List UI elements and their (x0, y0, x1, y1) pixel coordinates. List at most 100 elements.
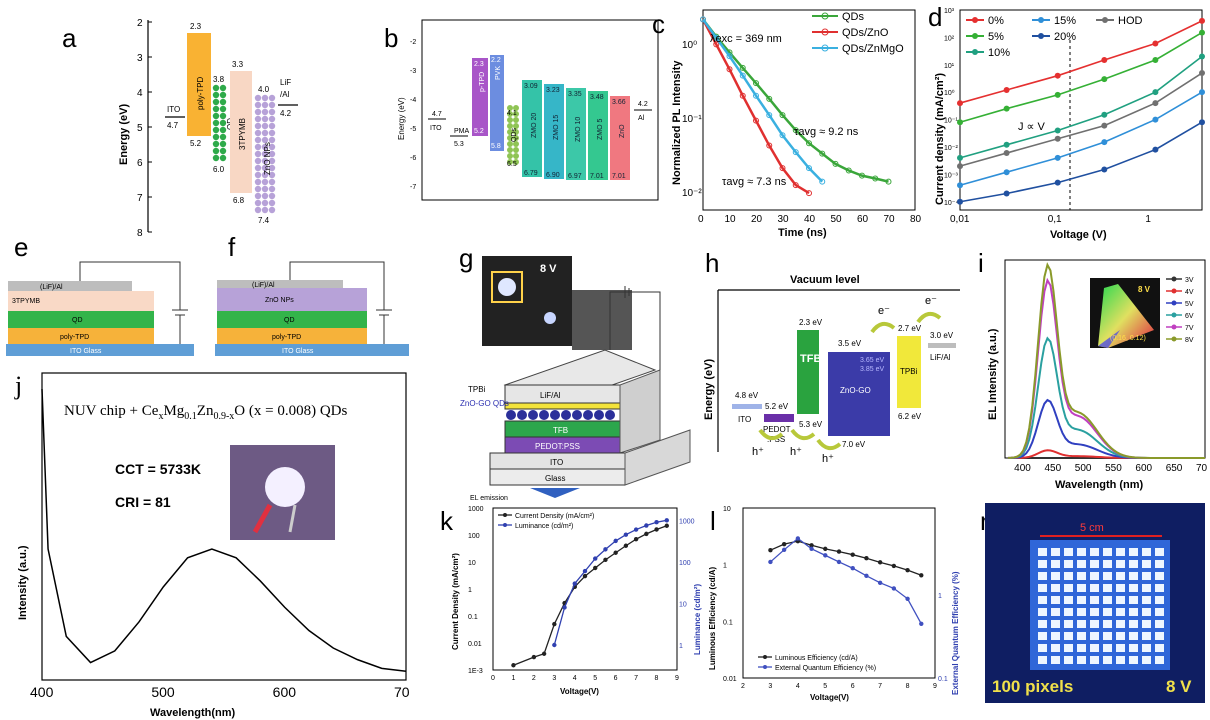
h-ylabel: Energy (eV) (703, 359, 715, 420)
k-data-point (644, 531, 649, 537)
k-data-point (633, 527, 639, 532)
k-xtick: 0 (491, 675, 495, 682)
i-xtick: 550 (1105, 463, 1122, 474)
display-pixel (1103, 584, 1112, 592)
polytpd-layer (8, 328, 154, 344)
panel-h-letter: h (705, 248, 719, 278)
panel-c-ylabel: Normalized PL Intensity (671, 60, 683, 185)
display-pixel (1090, 584, 1099, 592)
c-data-point (753, 80, 759, 87)
panel-l-frame (742, 507, 936, 679)
photo-voltage: 8 V (540, 263, 557, 275)
i-legend-marker (1171, 324, 1177, 330)
d-legend-marker (1038, 17, 1044, 23)
display-pixel (1051, 584, 1060, 592)
k-data-point (613, 538, 618, 544)
cie-coordinate: (0.16, 0.12) (1110, 335, 1146, 342)
c-data-point (792, 149, 799, 156)
tick: -3 (410, 68, 416, 75)
level-value: 3.65 eV (860, 357, 884, 364)
display-pixel (1155, 656, 1164, 664)
tick: 5 (137, 123, 143, 134)
display-pixel (1103, 620, 1112, 628)
display-pixel (1090, 596, 1099, 604)
layer-label: PMA (454, 128, 470, 135)
panel-k: k Current Density (mA/cm²) Luminance (cd… (440, 506, 702, 696)
d-series-line (959, 72, 1203, 167)
display-pixel (1077, 584, 1086, 592)
panel-d: d Current density (mA/cm²) Voltage (V) 1… (928, 2, 1205, 241)
layer-label: 3TPYMB (238, 118, 247, 150)
l-legend-marker (763, 665, 767, 669)
d-series-line (959, 121, 1203, 203)
display-pixel (1064, 608, 1073, 616)
ito-layer (215, 344, 409, 356)
display-pixel (1103, 644, 1112, 652)
hole-arrow (758, 428, 784, 441)
k-legend-marker (503, 513, 507, 517)
layer-label: LiF (280, 78, 291, 87)
level-value: 3.48 (590, 94, 604, 101)
display-pixel (1064, 596, 1073, 604)
electron-label: e⁻ (878, 305, 890, 317)
panel-i-letter: i (978, 248, 984, 278)
layer-label: ZMO 5 (597, 119, 604, 140)
display-pixel (1077, 644, 1086, 652)
layer-label: ZnO-GO QDs (460, 399, 509, 408)
l-xtick: 7 (878, 683, 882, 690)
level-value: 5.3 eV (799, 420, 823, 429)
qd-dots (212, 84, 227, 162)
level-value: 5.2 eV (765, 402, 789, 411)
l-legend-label: Luminous Efficiency (cd/A) (775, 655, 858, 662)
level-value: 7.4 (258, 216, 270, 225)
l-data-point (850, 566, 855, 571)
c-data-point (872, 175, 879, 182)
layer-label: p-TPD (479, 72, 486, 92)
display-pixel (1064, 560, 1073, 568)
d-data-point (1152, 146, 1159, 153)
panel-f-letter: f (228, 232, 236, 262)
i-xtick: 500 (1075, 463, 1092, 474)
display-pixel (1051, 656, 1060, 664)
qd-dots (507, 105, 519, 165)
l-data-point (891, 563, 897, 569)
panel-k-frame (492, 507, 678, 671)
l-data-point (823, 553, 828, 558)
circuit-wire (609, 291, 661, 370)
l-ytick: 0.01 (723, 676, 737, 683)
display-pixel (1129, 632, 1138, 640)
k-data-point (541, 651, 547, 656)
c-data-point (806, 140, 812, 147)
panel-l: l Luminous Efficiency (cd/A) External Qu… (708, 506, 960, 702)
c-data-point (792, 182, 799, 189)
tfb-bar (797, 330, 819, 414)
c-data-point (726, 53, 733, 60)
tick: 10⁰ (682, 40, 697, 51)
level-value: 5.8 (491, 143, 501, 150)
k-data-point (633, 536, 639, 542)
c-data-point (779, 112, 786, 119)
level-value: 4.0 (258, 85, 270, 94)
c-xtick: 60 (857, 214, 869, 225)
c-legend-marker (821, 12, 829, 20)
l-xtick: 3 (768, 683, 772, 690)
display-pixel (1129, 608, 1138, 616)
d-ytick: 10⁻³ (944, 172, 958, 179)
c-data-point (779, 165, 786, 172)
display-pixel (1090, 632, 1099, 640)
tick: -2 (410, 39, 416, 46)
l-data-point (919, 573, 924, 578)
panel-a-letter: a (62, 23, 77, 53)
k-y2tick: 1000 (679, 518, 695, 525)
i-legend-label: 7V (1185, 325, 1194, 332)
d-legend-marker (972, 17, 978, 23)
level-value: 4.2 (280, 109, 292, 118)
k-data-point (511, 663, 516, 668)
electron-arrow (916, 311, 942, 324)
voltage-label: 8 V (1166, 677, 1192, 696)
display-pixel (1038, 584, 1047, 592)
k-data-point (582, 568, 588, 574)
lif-level (928, 343, 956, 348)
